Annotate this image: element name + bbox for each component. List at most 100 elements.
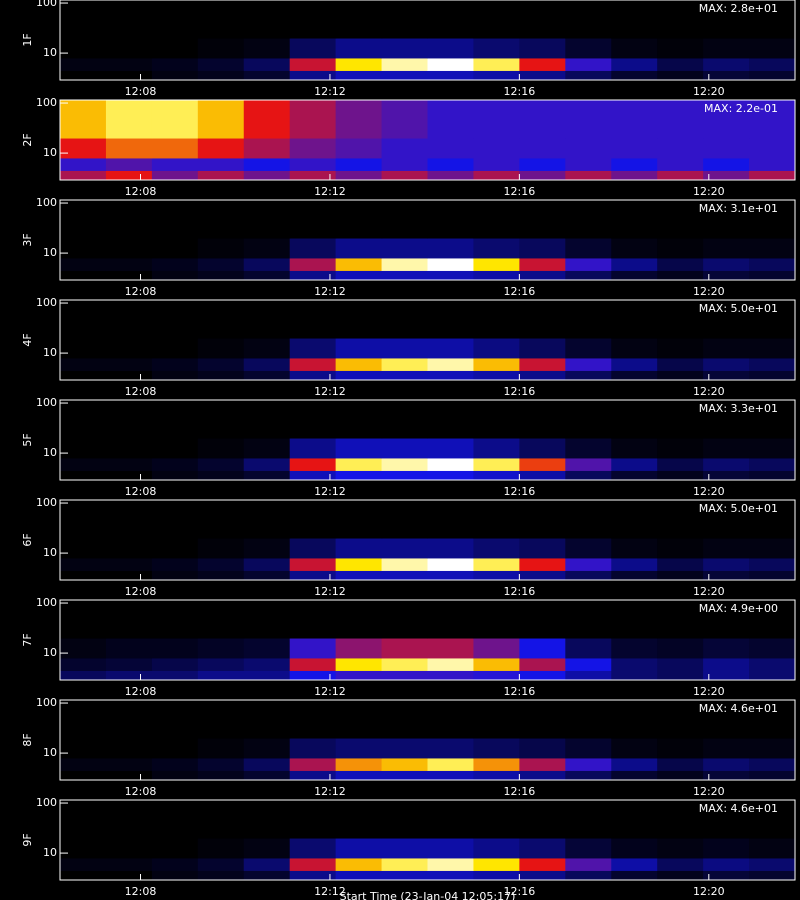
plot-frame	[59, 299, 796, 381]
heatmap-cell	[105, 857, 153, 871]
heatmap-cell	[427, 370, 474, 381]
heatmap-cell	[151, 100, 199, 139]
heatmap-cell	[519, 438, 566, 459]
heatmap-cell	[749, 470, 796, 481]
heatmap-cell	[105, 70, 153, 81]
heatmap-cell	[105, 738, 153, 759]
x-tick-label: 12:20	[693, 85, 725, 98]
heatmap-cell	[565, 338, 612, 359]
x-tick-label: 12:08	[125, 85, 157, 98]
heatmap-cell	[60, 470, 107, 481]
plot-frame	[59, 199, 796, 281]
plot-frame	[59, 0, 796, 81]
heatmap-cell	[289, 170, 337, 181]
heatmap-cell	[519, 370, 566, 381]
heatmap-cell	[243, 170, 291, 181]
heatmap-cell	[151, 300, 199, 339]
heatmap-cell	[427, 770, 474, 781]
heatmap-cell	[657, 338, 704, 359]
heatmap-cell	[151, 738, 199, 759]
heatmap-cell	[565, 70, 612, 81]
heatmap-cell	[703, 870, 750, 881]
heatmap-cell	[381, 300, 428, 339]
heatmap-cell	[243, 338, 291, 359]
x-tick-label: 12:08	[125, 585, 157, 598]
heatmap-cell	[289, 438, 337, 459]
heatmap-cell	[657, 400, 704, 439]
heatmap-cell	[657, 670, 704, 681]
heatmap-cell	[427, 538, 474, 559]
heatmap-cell	[427, 438, 474, 459]
heatmap-cell	[473, 757, 520, 771]
heatmap-cell	[473, 138, 520, 159]
heatmap-cell	[611, 570, 658, 581]
heatmap-cell	[289, 100, 337, 139]
heatmap-cell	[335, 500, 383, 539]
heatmap-cell	[243, 800, 291, 839]
heatmap-cell	[703, 500, 750, 539]
panel: 10 100 12:08 12:12 12:16 12:20 8F MAX: 4.6e+01	[21, 696, 796, 798]
heatmap-cell	[473, 770, 520, 781]
heatmap-cell	[60, 670, 107, 681]
heatmap-cell	[473, 400, 520, 439]
heatmap-cell	[657, 0, 704, 39]
heatmap-cell	[289, 38, 337, 59]
heatmap-cell	[197, 138, 245, 159]
heatmap-cell	[60, 570, 107, 581]
heatmap-cell	[611, 70, 658, 81]
heatmap-cell	[289, 0, 337, 39]
y-tick-label: 10	[43, 446, 57, 459]
y-tick-label: 100	[36, 796, 57, 809]
heatmap-cell	[197, 38, 245, 59]
heatmap-cell	[60, 300, 107, 339]
x-tick-label: 12:16	[504, 285, 536, 298]
heatmap-cell	[519, 738, 566, 759]
heatmap-cell	[243, 600, 291, 639]
x-axis-label: Start Time (23-Jan-04 12:05:17)	[340, 890, 516, 900]
heatmap-cell	[657, 300, 704, 339]
heatmap-cell	[335, 670, 383, 681]
x-tick-label: 12:08	[125, 385, 157, 398]
heatmap-cell	[473, 200, 520, 239]
heatmap-cell	[519, 457, 566, 471]
heatmap-cell	[565, 400, 612, 439]
heatmap-cell	[427, 870, 474, 881]
heatmap-cell	[335, 257, 383, 271]
heatmap-cell	[60, 238, 107, 259]
heatmap-cell	[243, 700, 291, 739]
heatmap-cell	[289, 600, 337, 639]
heatmap-cell	[381, 270, 428, 281]
heatmap-cell	[703, 170, 750, 181]
heatmap-cell	[243, 857, 291, 871]
heatmap-cell	[197, 338, 245, 359]
heatmap-cell	[611, 800, 658, 839]
heatmap-cell	[151, 138, 199, 159]
heatmap-cell	[60, 157, 107, 171]
x-tick-label: 12:20	[693, 585, 725, 598]
heatmap-cell	[197, 257, 245, 271]
heatmap-cell	[565, 457, 612, 471]
heatmap-cell	[749, 657, 796, 671]
heatmap-cell	[703, 738, 750, 759]
x-tick-label: 12:20	[693, 285, 725, 298]
heatmap-cell	[151, 338, 199, 359]
heatmap-cell	[289, 238, 337, 259]
max-annotation: MAX: 2.8e+01	[699, 2, 778, 15]
heatmap-cell	[335, 570, 383, 581]
x-tick-label: 12:12	[314, 485, 346, 498]
heatmap-cell	[657, 238, 704, 259]
heatmap-cell	[105, 170, 153, 181]
heatmap-cell	[381, 57, 428, 71]
heatmap-cell	[473, 170, 520, 181]
heatmap-cell	[611, 138, 658, 159]
heatmap-cell	[381, 370, 428, 381]
heatmap-cell	[427, 70, 474, 81]
x-tick-label: 12:12	[314, 185, 346, 198]
heatmap-cell	[335, 70, 383, 81]
max-annotation: MAX: 4.9e+00	[699, 602, 778, 615]
y-tick-label: 10	[43, 346, 57, 359]
heatmap-cell	[473, 238, 520, 259]
heatmap-cell	[519, 657, 566, 671]
heatmap-cell	[611, 738, 658, 759]
